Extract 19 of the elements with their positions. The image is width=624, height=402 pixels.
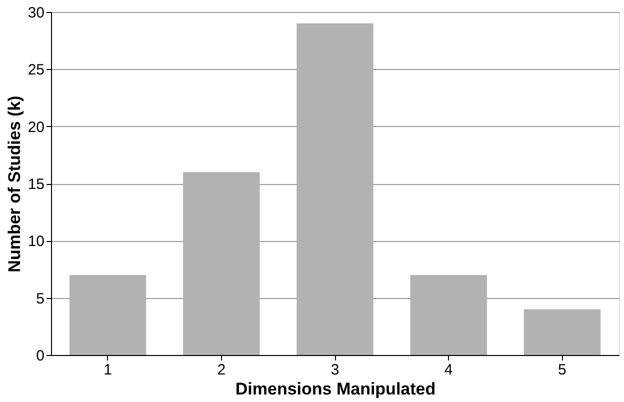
x-tick-label: 3 (330, 362, 340, 378)
y-tick-label: 15 (28, 176, 44, 193)
x-tick-label: 2 (217, 362, 226, 378)
y-tick-label: 0 (36, 348, 44, 364)
y-axis-title: Number of Studies (k) (4, 96, 24, 272)
x-tick-label: 5 (558, 362, 566, 378)
x-axis-title: Dimensions Manipulated (235, 380, 436, 398)
y-tick-label: 10 (28, 233, 44, 250)
y-tick-label: 5 (36, 290, 44, 308)
bar (296, 23, 374, 355)
bar (69, 274, 146, 355)
bar (183, 172, 260, 355)
bar (410, 274, 487, 355)
y-tick-label: 20 (28, 118, 44, 136)
x-tick-label: 4 (444, 362, 453, 378)
x-tick-label: 1 (104, 362, 112, 378)
y-tick-label: 25 (28, 62, 44, 79)
bar (524, 309, 601, 355)
y-tick-label: 30 (28, 4, 44, 22)
